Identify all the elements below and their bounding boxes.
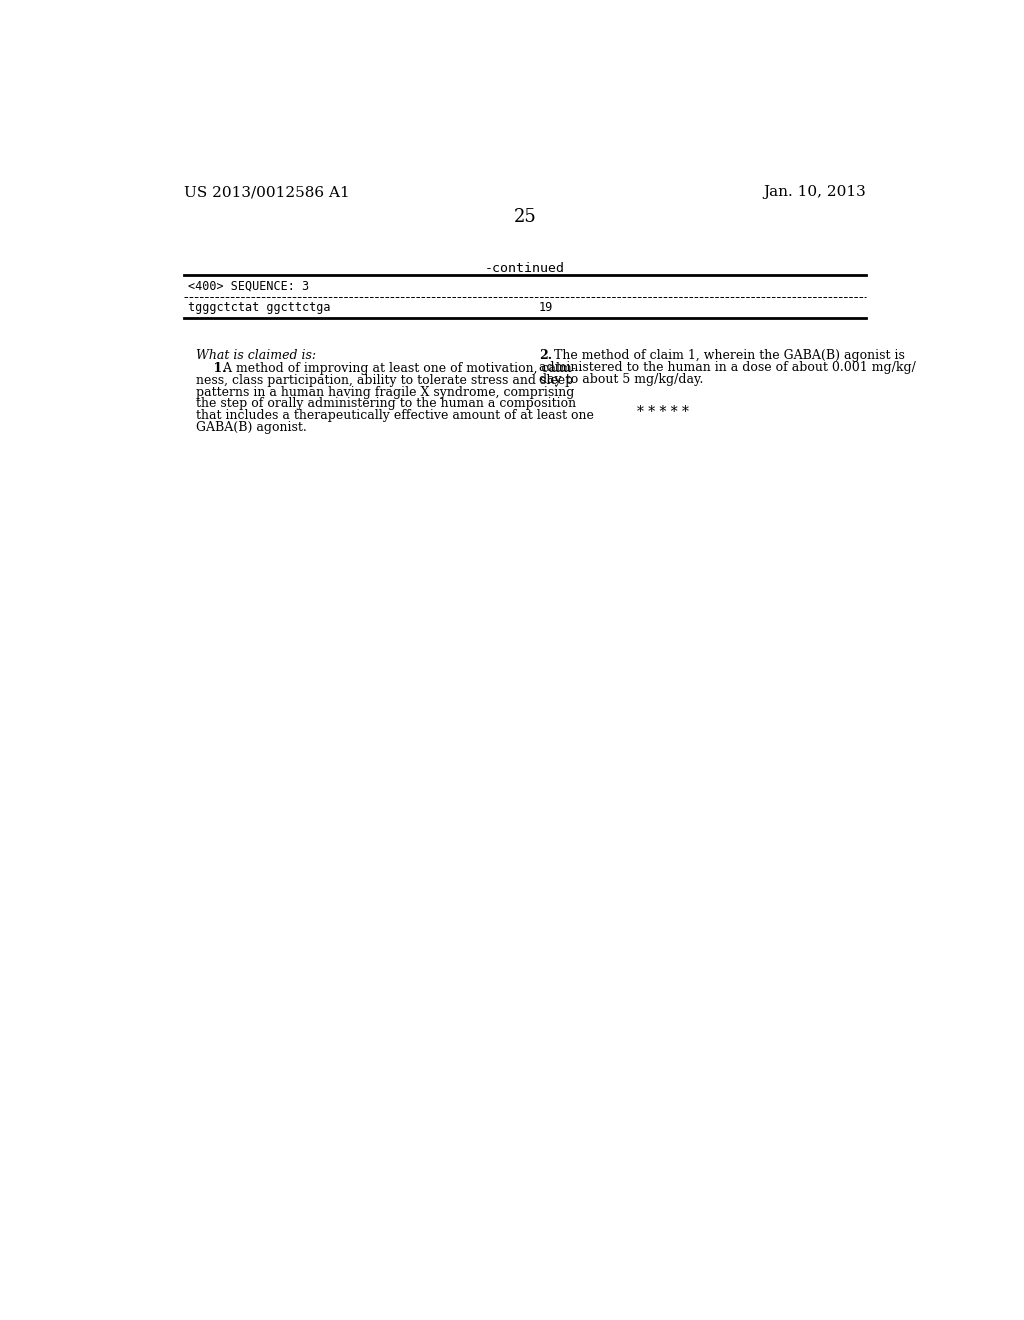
Text: The method of claim 1, wherein the GABA(B) agonist is: The method of claim 1, wherein the GABA(… [550, 350, 905, 363]
Text: * * * * *: * * * * * [637, 405, 689, 418]
Text: the step of orally administering to the human a composition: the step of orally administering to the … [197, 397, 577, 411]
Text: 2.: 2. [539, 350, 552, 363]
Text: What is claimed is:: What is claimed is: [197, 350, 316, 363]
Text: ness, class participation, ability to tolerate stress and sleep: ness, class participation, ability to to… [197, 374, 573, 387]
Text: 19: 19 [539, 301, 553, 314]
Text: US 2013/0012586 A1: US 2013/0012586 A1 [183, 185, 349, 199]
Text: tgggctctat ggcttctga: tgggctctat ggcttctga [188, 301, 331, 314]
Text: administered to the human in a dose of about 0.001 mg/kg/: administered to the human in a dose of a… [539, 362, 915, 375]
Text: A method of improving at least one of motivation, calm-: A method of improving at least one of mo… [219, 362, 577, 375]
Text: Jan. 10, 2013: Jan. 10, 2013 [763, 185, 866, 199]
Text: <400> SEQUENCE: 3: <400> SEQUENCE: 3 [188, 280, 309, 292]
Text: -continued: -continued [484, 263, 565, 276]
Text: 25: 25 [513, 209, 537, 227]
Text: patterns in a human having fragile X syndrome, comprising: patterns in a human having fragile X syn… [197, 385, 574, 399]
Text: GABA(B) agonist.: GABA(B) agonist. [197, 421, 307, 434]
Text: 1.: 1. [197, 362, 227, 375]
Text: day to about 5 mg/kg/day.: day to about 5 mg/kg/day. [539, 374, 703, 387]
Text: that includes a therapeutically effective amount of at least one: that includes a therapeutically effectiv… [197, 409, 594, 422]
